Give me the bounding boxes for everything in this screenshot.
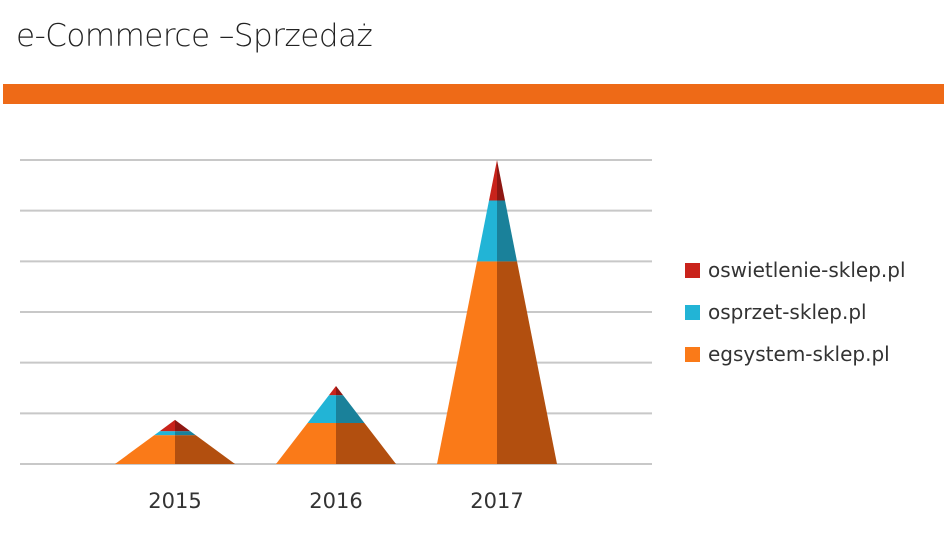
pyramid-segment-left <box>115 435 175 464</box>
legend-swatch <box>685 304 700 320</box>
pyramid-segment-left <box>154 431 175 436</box>
legend-swatch <box>685 346 700 362</box>
legend-item: oswietlenie-sklep.pl <box>685 258 906 282</box>
x-tick-label: 2015 <box>148 489 201 513</box>
legend-label: osprzet-sklep.pl <box>708 300 867 324</box>
pyramid-segment-left <box>477 200 497 262</box>
pyramid-segment-right <box>175 431 196 436</box>
pyramid-segment-left <box>437 261 497 464</box>
pyramid-segment-left <box>489 160 497 201</box>
pyramid-segment-right <box>497 160 505 201</box>
x-tick-label: 2017 <box>470 489 523 513</box>
pyramid-segment-left <box>307 395 336 423</box>
legend-item: egsystem-sklep.pl <box>685 342 890 366</box>
pyramid-segment-left <box>159 419 175 432</box>
pyramid-segment-right <box>175 419 191 432</box>
accent-bar <box>3 84 944 104</box>
legend-label: oswietlenie-sklep.pl <box>708 258 906 282</box>
pyramid-segment-left <box>328 385 336 396</box>
legend-swatch <box>685 262 700 278</box>
x-tick-label: 2016 <box>309 489 362 513</box>
pyramid-segment-right <box>336 422 396 464</box>
pyramid-segment-left <box>276 422 336 464</box>
legend-item: osprzet-sklep.pl <box>685 300 867 324</box>
pyramid-segment-right <box>497 261 557 464</box>
pyramid-segment-right <box>497 200 517 262</box>
page-title: e-Commerce –Sprzedaż <box>16 18 373 54</box>
pyramid-segment-right <box>336 395 365 423</box>
pyramid-segment-right <box>336 385 344 396</box>
legend-label: egsystem-sklep.pl <box>708 342 890 366</box>
pyramid-segment-right <box>175 435 235 464</box>
